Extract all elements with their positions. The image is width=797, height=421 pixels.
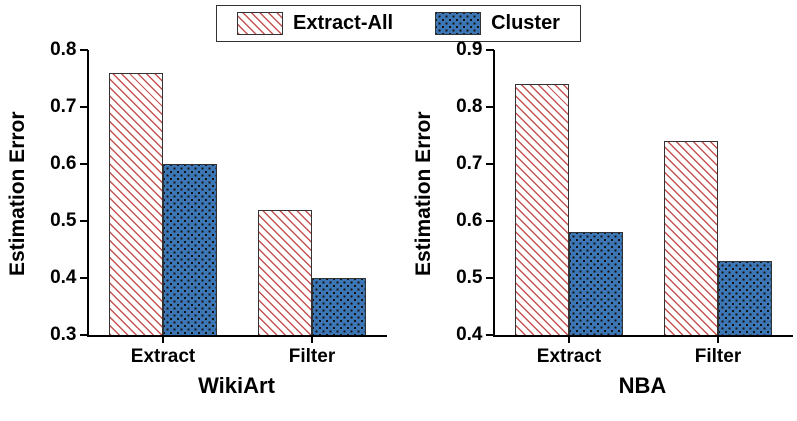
y-tick-label: 0.3 <box>50 324 77 345</box>
x-tick-label: Filter <box>694 346 742 367</box>
y-tick-label: 0.6 <box>456 210 483 231</box>
bar-cluster-extract <box>163 164 217 335</box>
bar-cluster-filter <box>718 260 772 335</box>
y-tick-label: 0.6 <box>50 153 77 174</box>
bar-extract-all-filter <box>258 209 312 335</box>
x-tick-label: Filter <box>288 346 336 367</box>
y-tick-mark <box>485 220 494 222</box>
plot-area: 0.3 0.4 0.5 0.6 0.7 0.8 Extract Filter <box>50 39 387 367</box>
y-tick-label: 0.4 <box>50 267 77 288</box>
plot-column: 0.4 0.5 0.6 0.7 0.8 0.9 Extract Filter NBA <box>456 39 793 399</box>
x-tick-mark <box>717 337 719 343</box>
y-tick-mark <box>79 277 88 279</box>
y-tick-label: 0.8 <box>456 96 483 117</box>
plots-row: Estimation Error 0.3 0.4 0.5 0.6 0.7 0.8 Extra… <box>0 39 797 399</box>
y-tick-mark <box>79 163 88 165</box>
x-tick-label: Extract <box>536 346 602 367</box>
y-tick-mark <box>485 106 494 108</box>
legend-item-cluster: Cluster <box>435 12 560 35</box>
legend-item-extract-all: Extract-All <box>237 12 393 35</box>
subplot-title: NBA <box>618 373 667 398</box>
x-tick-label: Extract <box>130 346 196 367</box>
y-tick-mark <box>79 220 88 222</box>
x-tick-mark <box>311 337 313 343</box>
y-tick-label: 0.7 <box>50 96 77 117</box>
y-tick-mark <box>485 334 494 336</box>
legend-label: Extract-All <box>293 12 394 34</box>
y-tick-label: 0.5 <box>50 210 77 231</box>
extract-all-swatch-icon <box>237 12 284 35</box>
y-tick-mark <box>485 163 494 165</box>
y-tick-mark <box>79 49 88 51</box>
plot-column: 0.3 0.4 0.5 0.6 0.7 0.8 Extract Filter WikiArt <box>50 39 387 399</box>
y-tick-label: 0.5 <box>456 267 483 288</box>
x-tick-mark <box>568 337 570 343</box>
y-tick-mark <box>79 334 88 336</box>
y-tick-label: 0.4 <box>456 324 483 345</box>
bar-cluster-filter <box>312 278 366 335</box>
legend-label: Cluster <box>491 12 560 34</box>
y-tick-label: 0.8 <box>50 39 77 60</box>
bar-cluster-extract <box>569 232 623 335</box>
y-tick-label: 0.9 <box>456 39 483 60</box>
y-tick-mark <box>79 106 88 108</box>
figure: Extract-All Cluster Estimation Error 0.3… <box>0 5 797 421</box>
plot-area: 0.4 0.5 0.6 0.7 0.8 0.9 Extract Filter <box>456 39 793 367</box>
y-tick-label: 0.7 <box>456 153 483 174</box>
bar-extract-all-extract <box>109 72 163 335</box>
bar-extract-all-extract <box>515 84 569 335</box>
subplot-title: WikiArt <box>198 373 275 398</box>
y-tick-mark <box>485 49 494 51</box>
y-axis-label: Estimation Error <box>5 111 29 276</box>
cluster-swatch-icon <box>435 12 482 35</box>
y-axis-label: Estimation Error <box>411 111 435 276</box>
subplot-nba: Estimation Error 0.4 0.5 0.6 0.7 0.8 0.9 Extra… <box>411 39 793 399</box>
x-tick-mark <box>162 337 164 343</box>
y-tick-mark <box>485 277 494 279</box>
bar-extract-all-filter <box>664 141 718 335</box>
legend: Extract-All Cluster <box>216 5 581 42</box>
subplot-wikiart: Estimation Error 0.3 0.4 0.5 0.6 0.7 0.8 Extra… <box>5 39 387 399</box>
